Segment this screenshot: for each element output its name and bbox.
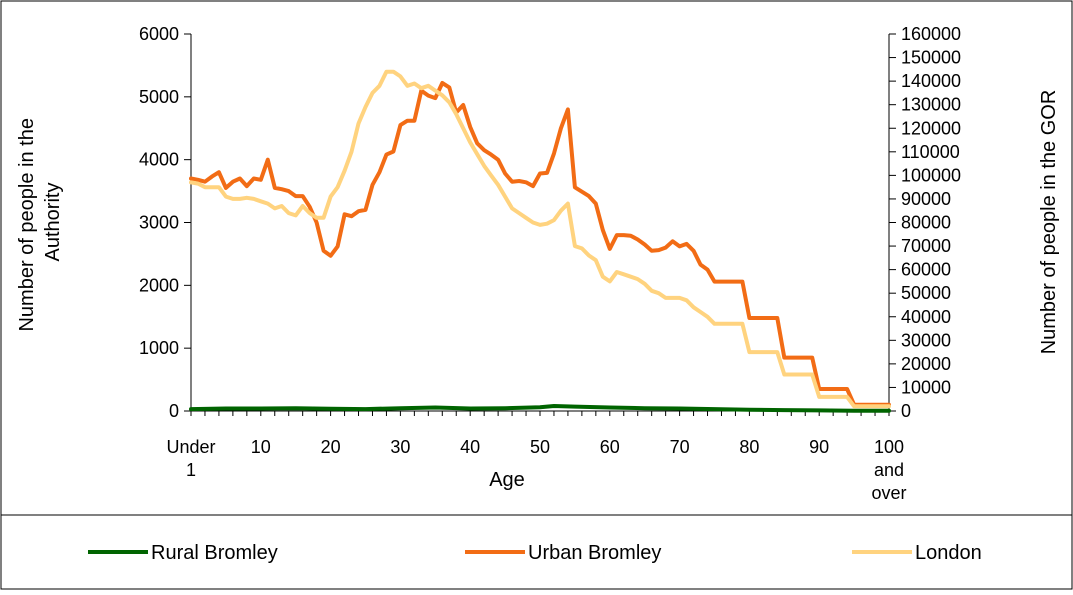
right-tick-label: 20000 [901,354,951,374]
legend-label-urban-bromley: Urban Bromley [528,542,661,564]
right-y-axis: 0 10000 20000 30000 40000 50000 60000 70000 8000… [888,24,961,421]
right-tick-label: 50000 [901,283,951,303]
right-tick-label: 130000 [901,95,961,115]
left-axis-title: Number of people in the Authority [16,112,64,331]
x-tick-label: 30 [390,437,410,457]
right-tick-label: 90000 [901,189,951,209]
left-tick-label: 4000 [139,150,179,170]
left-tick-label: 6000 [139,24,179,44]
right-tick-label: 120000 [901,118,961,138]
right-tick-label: 10000 [901,377,951,397]
right-tick-label: 140000 [901,71,961,91]
right-tick-label: 110000 [901,142,960,162]
legend-label-rural-bromley: Rural Bromley [151,542,278,564]
right-axis-title: Number of people in the GOR [1038,90,1060,355]
right-tick-label: 30000 [901,330,951,350]
right-tick-label: 150000 [901,48,961,68]
x-tick-label: 100 and over [871,437,906,503]
series-line-rural-bromley [189,404,891,413]
left-tick-label: 2000 [139,275,179,295]
right-tick-label: 40000 [901,307,951,327]
right-tick-label: 0 [901,401,911,421]
left-tick-label: 3000 [139,213,179,233]
x-tick-label: 40 [460,437,480,457]
x-axis: Under 1 10 20 30 40 50 60 70 80 90 100 and over [166,410,907,503]
x-tick-label: 90 [809,437,829,457]
series-line-urban-bromley [189,81,891,407]
right-tick-label: 100000 [901,165,961,185]
x-tick-label: 60 [600,437,620,457]
x-tick-label: 70 [670,437,690,457]
legend: Rural Bromley Urban Bromley London [88,542,982,564]
left-y-axis: 0 1000 2000 3000 4000 5000 6000 [139,24,192,421]
x-tick-label: Under 1 [166,437,215,480]
left-tick-label: 0 [169,401,179,421]
right-tick-label: 80000 [901,213,951,233]
left-tick-label: 5000 [139,87,179,107]
right-tick-label: 70000 [901,236,951,256]
left-tick-label: 1000 [139,338,179,358]
x-axis-title: Age [489,469,525,491]
right-tick-label: 160000 [901,24,961,44]
series-layer [189,69,891,413]
x-tick-label: 20 [321,437,341,457]
x-tick-label: 50 [530,437,550,457]
right-tick-label: 60000 [901,260,951,280]
legend-label-london: London [915,542,982,564]
series-line-london [189,69,891,409]
x-tick-label: 10 [251,437,271,457]
x-tick-label: 80 [739,437,759,457]
